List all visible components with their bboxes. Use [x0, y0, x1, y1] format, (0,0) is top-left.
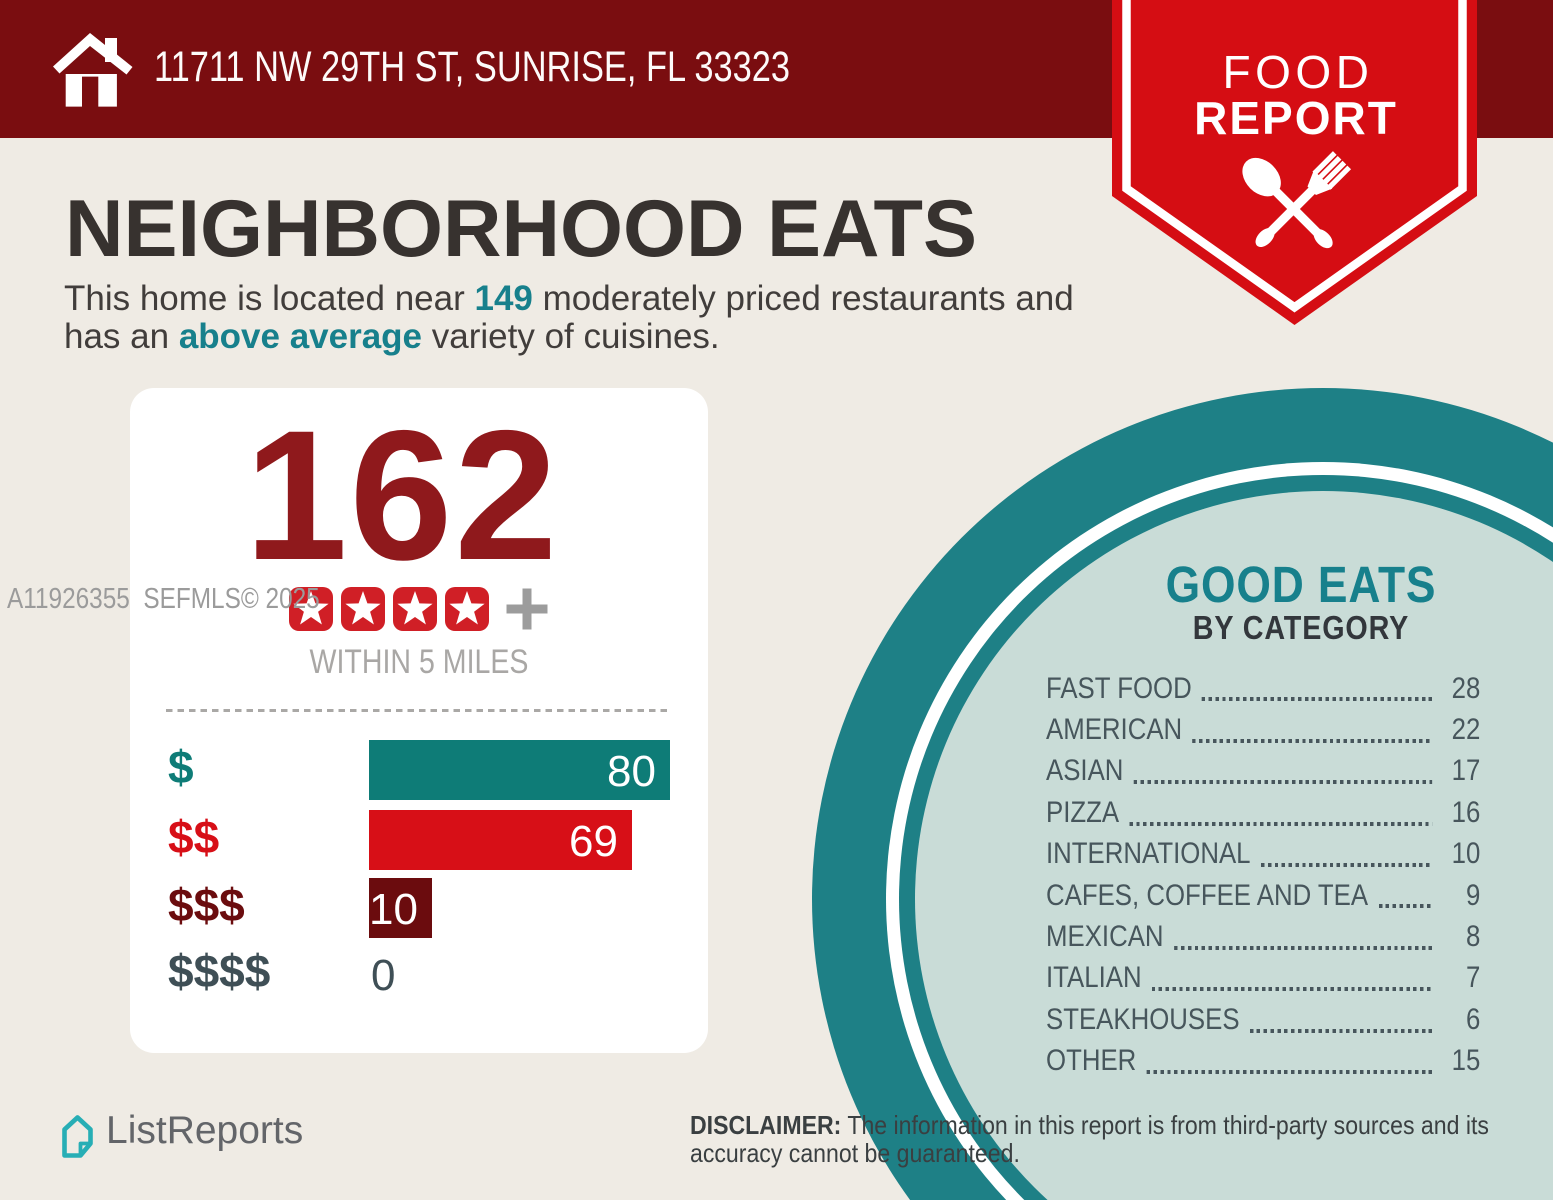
svg-text:REPORT: REPORT: [1194, 92, 1398, 144]
svg-text:FOOD: FOOD: [1223, 46, 1374, 98]
